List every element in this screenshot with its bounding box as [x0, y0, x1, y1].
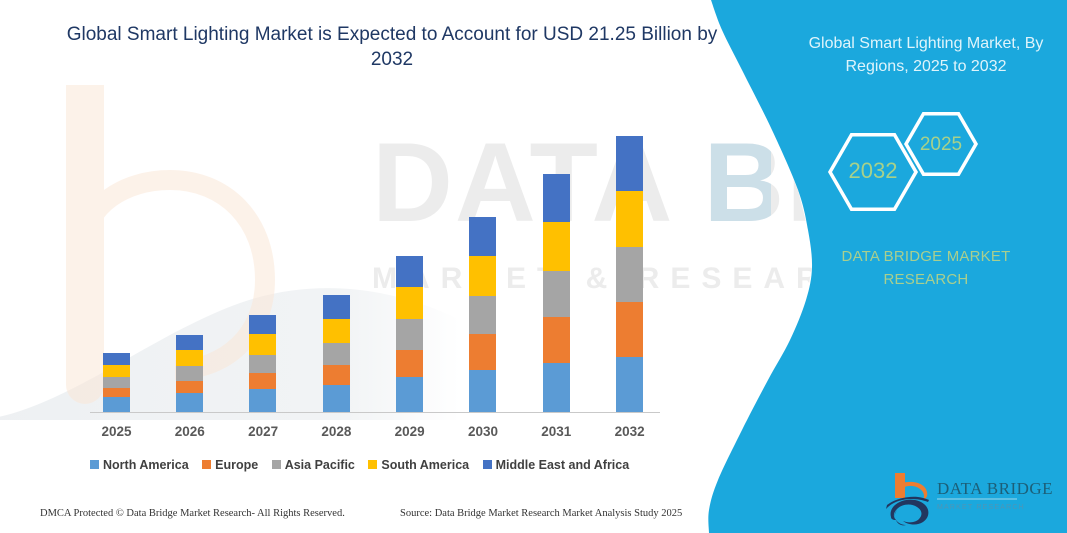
- svg-text:2025: 2025: [920, 134, 962, 155]
- svg-text:DATA BRIDGE: DATA BRIDGE: [937, 479, 1053, 498]
- svg-text:2032: 2032: [849, 158, 898, 183]
- svg-text:MARKET RESEARCH: MARKET RESEARCH: [937, 504, 1025, 511]
